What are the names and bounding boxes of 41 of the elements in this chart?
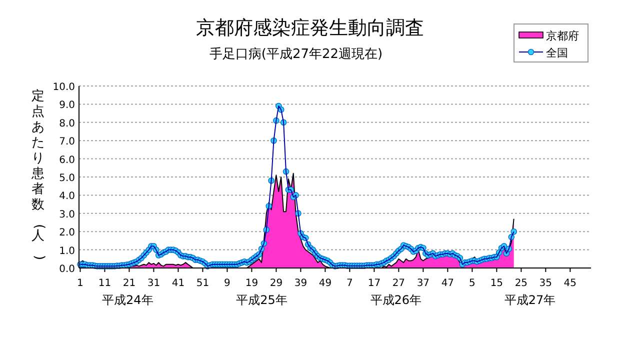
x-tick-label: 15	[490, 278, 504, 289]
x-tick-label: 45	[564, 278, 577, 289]
text: 平成26年	[370, 293, 422, 307]
y-tick-label: 6.0	[59, 154, 75, 166]
x-tick-label: 41	[172, 278, 185, 289]
y-tick-label: 7.0	[59, 136, 75, 148]
y-tick-label: 2.0	[59, 228, 75, 239]
text: 定点あたり患者数(人)	[31, 89, 46, 260]
x-tick-label: 49	[318, 278, 332, 289]
x-tick-label: 37	[416, 278, 430, 289]
text: 平成27年	[504, 293, 556, 307]
x-tick-label: 35	[539, 278, 552, 289]
x-tick-label: 17	[368, 278, 381, 289]
x-tick-label: 31	[147, 278, 160, 289]
x-tick-label: 9	[224, 278, 230, 289]
x-tick-label: 5	[469, 278, 476, 289]
x-tick-label: 25	[514, 278, 528, 289]
text: 平成25年	[236, 293, 288, 307]
y-tick-label: 5.0	[59, 173, 75, 184]
x-tick-label: 47	[441, 278, 454, 289]
x-tick-label: 21	[122, 278, 136, 289]
x-tick-label: 1	[77, 278, 84, 289]
y-tick-label: 9.0	[59, 100, 75, 112]
legend-label: 京都府	[546, 30, 579, 42]
legend-label: 全国	[546, 46, 568, 60]
y-tick-label: 3.0	[59, 209, 75, 220]
x-tick-label: 29	[270, 278, 283, 289]
x-tick-label: 11	[98, 278, 112, 289]
y-tick-label: 0.0	[59, 264, 75, 275]
x-tick-label: 7	[346, 278, 353, 289]
y-tick-label: 4.0	[59, 191, 75, 202]
x-tick-label: 19	[245, 278, 258, 289]
text: 平成24年	[102, 293, 154, 307]
x-tick-label: 27	[392, 278, 406, 289]
chart-subtitle: 手足口病(平成27年22週現在)	[209, 47, 383, 62]
y-tick-label: 8.0	[59, 118, 75, 130]
x-tick-label: 51	[196, 278, 210, 289]
y-tick-label: 1.0	[59, 246, 75, 257]
chart-title: 京都府感染症発生動向調査	[196, 17, 424, 39]
x-tick-label: 39	[294, 278, 308, 289]
y-tick-label: 10.0	[52, 82, 75, 93]
